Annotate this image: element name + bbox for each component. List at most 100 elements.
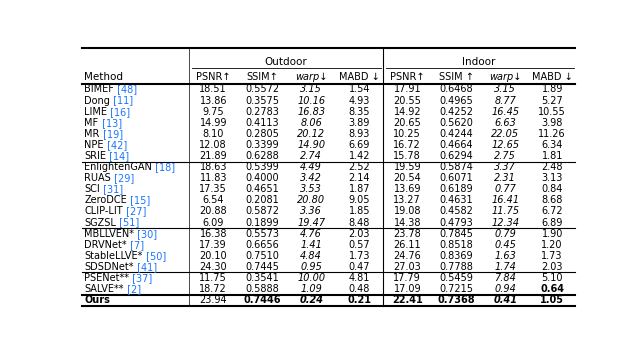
Text: 0.64: 0.64: [540, 284, 564, 294]
Text: 0.6189: 0.6189: [440, 184, 473, 194]
Text: 19.59: 19.59: [394, 162, 421, 172]
Text: 10.25: 10.25: [394, 129, 421, 139]
Text: 1.73: 1.73: [349, 251, 370, 261]
Text: 0.5620: 0.5620: [439, 118, 473, 128]
Text: SSIM↑: SSIM↑: [246, 72, 278, 82]
Text: 5.10: 5.10: [541, 273, 563, 283]
Text: 20.55: 20.55: [394, 96, 421, 106]
Text: 1.74: 1.74: [494, 262, 516, 272]
Text: 0.5888: 0.5888: [245, 284, 279, 294]
Text: [41]: [41]: [134, 262, 157, 272]
Text: 0.6294: 0.6294: [440, 151, 473, 161]
Text: 0.1899: 0.1899: [245, 218, 279, 228]
Text: 14.99: 14.99: [200, 118, 227, 128]
Text: 12.34: 12.34: [491, 218, 519, 228]
Text: 0.4582: 0.4582: [439, 206, 473, 216]
Text: 0.24: 0.24: [299, 295, 323, 305]
Text: 2.52: 2.52: [348, 162, 370, 172]
Text: [31]: [31]: [100, 184, 124, 194]
Text: 12.08: 12.08: [200, 140, 227, 150]
Text: ZeroDCE: ZeroDCE: [84, 195, 127, 205]
Text: 1.09: 1.09: [300, 284, 322, 294]
Text: 8.68: 8.68: [541, 195, 563, 205]
Text: SRIE: SRIE: [84, 151, 106, 161]
Text: 17.35: 17.35: [199, 184, 227, 194]
Text: 2.48: 2.48: [541, 162, 563, 172]
Text: 0.7215: 0.7215: [439, 284, 473, 294]
Text: 6.89: 6.89: [541, 218, 563, 228]
Text: LIME: LIME: [84, 107, 108, 117]
Text: 13.69: 13.69: [394, 184, 421, 194]
Text: 10.55: 10.55: [538, 107, 566, 117]
Text: 11.26: 11.26: [538, 129, 566, 139]
Text: 9.05: 9.05: [349, 195, 370, 205]
Text: [11]: [11]: [110, 96, 134, 106]
Text: 0.3399: 0.3399: [245, 140, 279, 150]
Text: 1.85: 1.85: [349, 206, 370, 216]
Text: 0.5573: 0.5573: [245, 229, 279, 239]
Text: 8.06: 8.06: [300, 118, 322, 128]
Text: 15.78: 15.78: [394, 151, 421, 161]
Text: 3.42: 3.42: [300, 173, 322, 183]
Text: 2.75: 2.75: [494, 151, 516, 161]
Text: 2.74: 2.74: [300, 151, 322, 161]
Text: SSIM ↑: SSIM ↑: [439, 72, 474, 82]
Text: EnlightenGAN: EnlightenGAN: [84, 162, 152, 172]
Text: SDSDNet*: SDSDNet*: [84, 262, 134, 272]
Text: 18.72: 18.72: [199, 284, 227, 294]
Text: 6.63: 6.63: [494, 118, 516, 128]
Text: 17.39: 17.39: [200, 240, 227, 250]
Text: 0.7368: 0.7368: [438, 295, 475, 305]
Text: 0.84: 0.84: [541, 184, 563, 194]
Text: 3.36: 3.36: [300, 206, 322, 216]
Text: 20.80: 20.80: [297, 195, 325, 205]
Text: 6.72: 6.72: [541, 206, 563, 216]
Text: warp↓: warp↓: [489, 72, 522, 82]
Text: warp↓: warp↓: [295, 72, 327, 82]
Text: 26.11: 26.11: [394, 240, 421, 250]
Text: 8.10: 8.10: [202, 129, 224, 139]
Text: RUAS: RUAS: [84, 173, 111, 183]
Text: 1.20: 1.20: [541, 240, 563, 250]
Text: 4.49: 4.49: [300, 162, 322, 172]
Text: [19]: [19]: [100, 129, 123, 139]
Text: Dong: Dong: [84, 96, 110, 106]
Text: 6.69: 6.69: [349, 140, 370, 150]
Text: 0.6071: 0.6071: [440, 173, 473, 183]
Text: 0.2783: 0.2783: [245, 107, 279, 117]
Text: 0.4631: 0.4631: [440, 195, 473, 205]
Text: [37]: [37]: [129, 273, 153, 283]
Text: 1.41: 1.41: [300, 240, 322, 250]
Text: 4.84: 4.84: [300, 251, 322, 261]
Text: 10.16: 10.16: [297, 96, 325, 106]
Text: 19.47: 19.47: [297, 218, 325, 228]
Text: 6.09: 6.09: [202, 218, 224, 228]
Text: [14]: [14]: [106, 151, 129, 161]
Text: 27.03: 27.03: [394, 262, 421, 272]
Text: PSNR↑: PSNR↑: [196, 72, 230, 82]
Text: [15]: [15]: [127, 195, 150, 205]
Text: 24.76: 24.76: [394, 251, 421, 261]
Text: 3.98: 3.98: [541, 118, 563, 128]
Text: [29]: [29]: [111, 173, 134, 183]
Text: 3.53: 3.53: [300, 184, 322, 194]
Text: 1.81: 1.81: [541, 151, 563, 161]
Text: 8.35: 8.35: [349, 107, 370, 117]
Text: NPE: NPE: [84, 140, 104, 150]
Text: 0.4113: 0.4113: [245, 118, 279, 128]
Text: 0.6288: 0.6288: [245, 151, 279, 161]
Text: 0.41: 0.41: [493, 295, 517, 305]
Text: SCI: SCI: [84, 184, 100, 194]
Text: 13.27: 13.27: [394, 195, 421, 205]
Text: 1.05: 1.05: [540, 295, 564, 305]
Text: 24.30: 24.30: [200, 262, 227, 272]
Text: [27]: [27]: [123, 206, 147, 216]
Text: 1.54: 1.54: [349, 85, 370, 95]
Text: 0.6656: 0.6656: [245, 240, 279, 250]
Text: 1.87: 1.87: [349, 184, 370, 194]
Text: 22.05: 22.05: [491, 129, 519, 139]
Text: 12.65: 12.65: [491, 140, 519, 150]
Text: 0.8369: 0.8369: [440, 251, 473, 261]
Text: Indoor: Indoor: [463, 57, 496, 67]
Text: 0.7788: 0.7788: [439, 262, 473, 272]
